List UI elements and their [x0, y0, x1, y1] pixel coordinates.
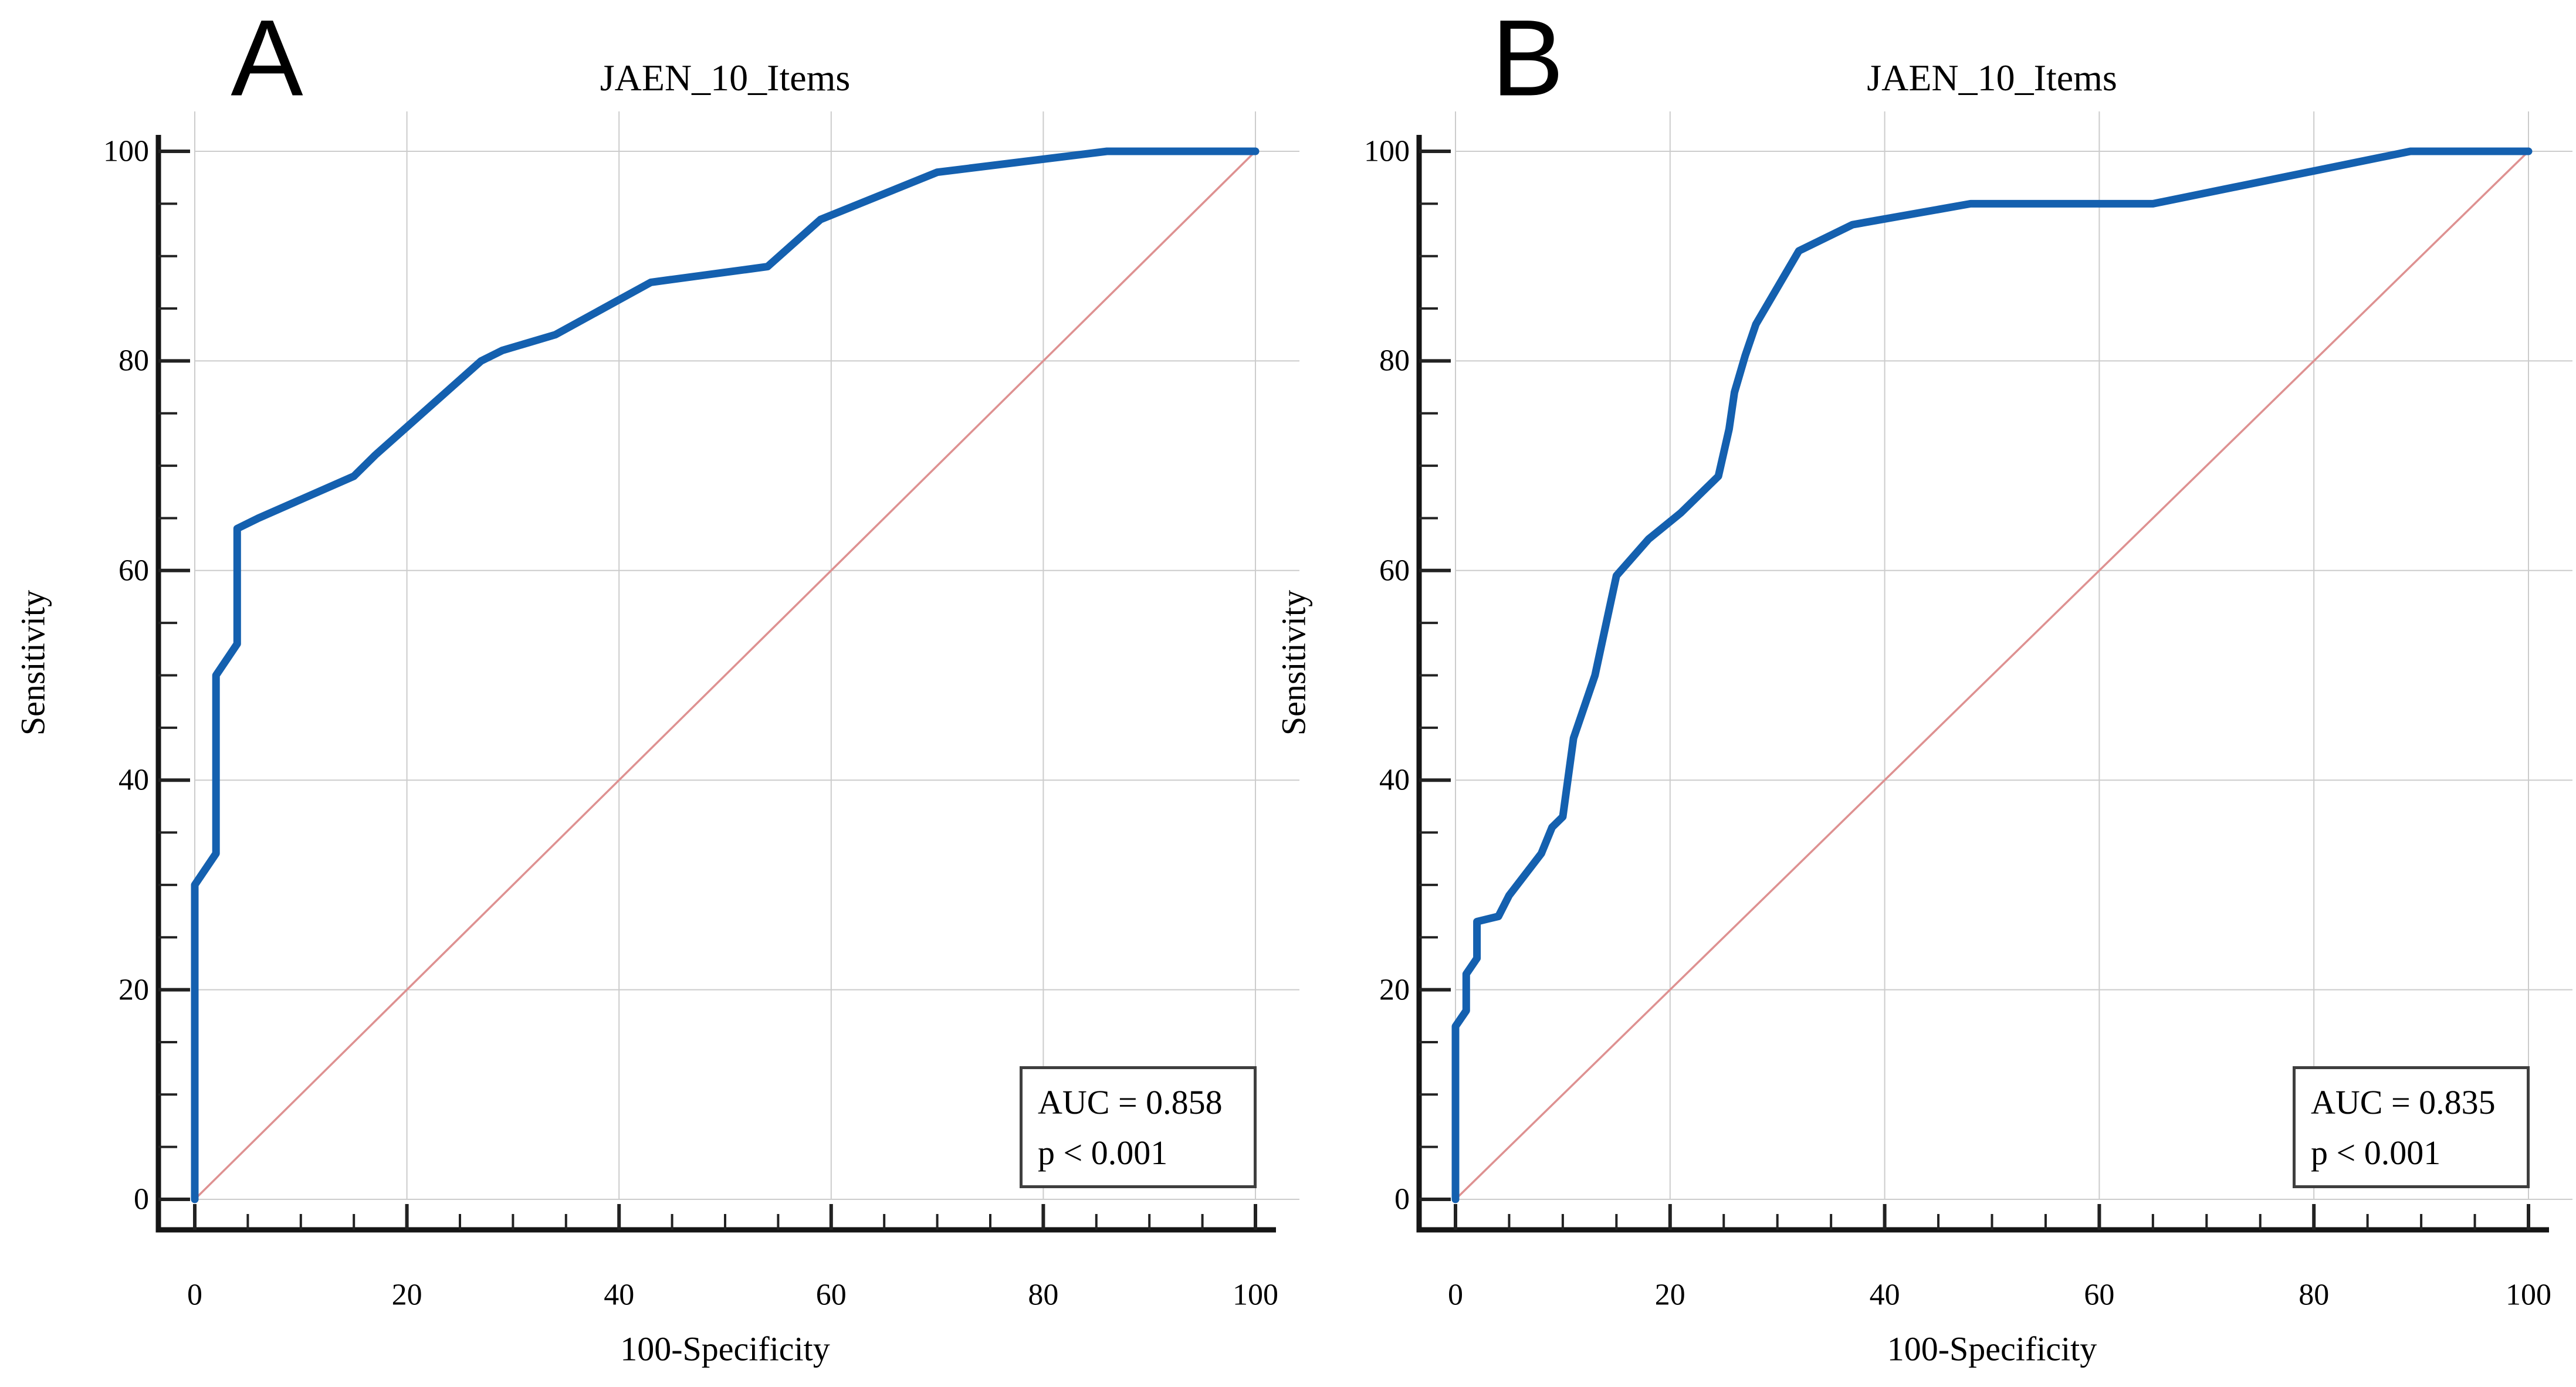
chart-title-a: JAEN_10_Items: [600, 57, 851, 99]
y-tick-label: 20: [1379, 973, 1410, 1007]
y-tick-label: 100: [1364, 134, 1410, 168]
x-tick-label: 0: [187, 1278, 202, 1312]
y-axis-title-a: Sensitivity: [13, 589, 52, 736]
x-tick-label: 100: [1233, 1278, 1278, 1312]
x-tick-label: 60: [2084, 1278, 2115, 1312]
auc-value-a: AUC = 0.858: [1038, 1083, 1223, 1121]
p-value-b: p < 0.001: [2311, 1134, 2441, 1172]
y-tick-label: 100: [103, 134, 149, 168]
x-tick-label: 40: [604, 1278, 635, 1312]
y-tick-label: 0: [134, 1182, 149, 1216]
y-axis-title-b: Sensitivity: [1274, 589, 1313, 736]
x-tick-label: 80: [1028, 1278, 1059, 1312]
y-tick-label: 60: [1379, 554, 1410, 588]
x-axis-title-b: 100-Specificity: [1887, 1330, 2097, 1368]
panel-letter-a: A: [231, 0, 303, 119]
y-tick-label: 40: [119, 763, 149, 797]
panel-letter-b: B: [1491, 0, 1564, 119]
x-tick-label: 80: [2299, 1278, 2330, 1312]
y-tick-label: 80: [119, 344, 149, 378]
y-tick-label: 20: [119, 973, 149, 1007]
x-tick-label: 100: [2506, 1278, 2551, 1312]
x-tick-label: 20: [1654, 1278, 1685, 1312]
x-tick-label: 40: [1869, 1278, 1900, 1312]
stats-box-a: AUC = 0.858 p < 0.001: [1020, 1066, 1257, 1188]
y-tick-label: 0: [1394, 1182, 1410, 1216]
p-value-a: p < 0.001: [1038, 1134, 1168, 1172]
stats-box-b: AUC = 0.835 p < 0.001: [2293, 1066, 2530, 1188]
chart-title-b: JAEN_10_Items: [1867, 57, 2117, 99]
y-tick-label: 40: [1379, 763, 1410, 797]
y-tick-label: 80: [1379, 344, 1410, 378]
auc-value-b: AUC = 0.835: [2311, 1083, 2496, 1121]
x-tick-label: 20: [391, 1278, 422, 1312]
y-tick-label: 60: [119, 554, 149, 588]
x-tick-label: 60: [815, 1278, 847, 1312]
x-axis-title-a: 100-Specificity: [620, 1330, 830, 1368]
x-tick-label: 0: [1448, 1278, 1463, 1312]
